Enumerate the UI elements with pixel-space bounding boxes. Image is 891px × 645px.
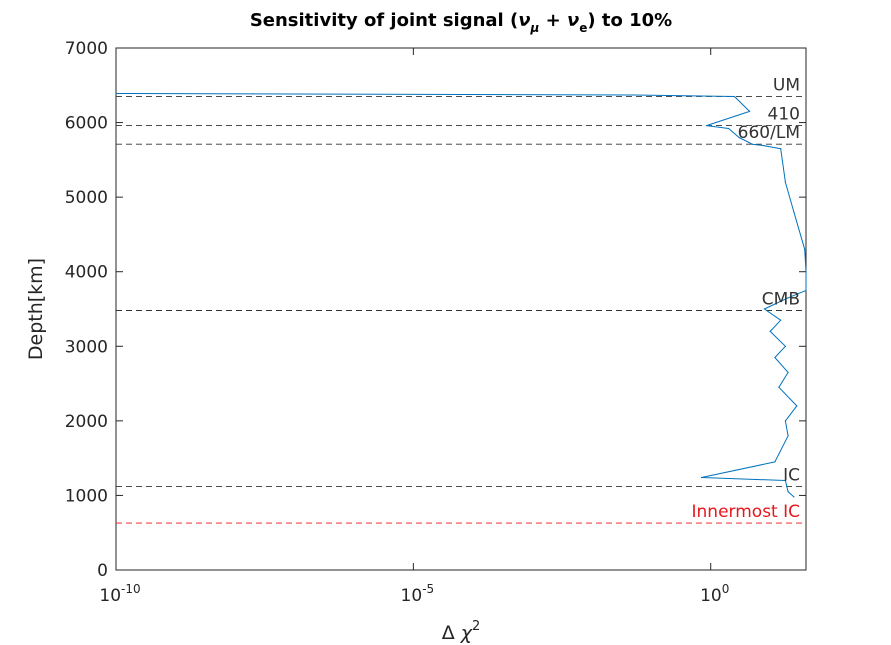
reference-label: Innermost IC <box>692 502 800 522</box>
x-label-delta: Δ <box>442 622 455 644</box>
y-tick-label: 6000 <box>65 114 108 134</box>
series-point <box>793 211 795 213</box>
series-layer <box>115 92 807 498</box>
series-point <box>733 95 736 98</box>
series-point <box>787 371 789 373</box>
axes-box <box>115 47 807 571</box>
series-point <box>763 308 766 310</box>
reference-label: UM <box>773 75 800 95</box>
series-point <box>774 461 776 463</box>
title-plus: + <box>539 10 567 31</box>
series-point <box>769 330 771 332</box>
series-point <box>804 248 806 250</box>
series-point <box>787 435 789 437</box>
reference-label: 410 <box>768 105 800 125</box>
series-point <box>780 148 782 150</box>
x-tick-base: 10 <box>700 586 722 606</box>
series-point <box>728 127 730 130</box>
series-point <box>787 491 789 493</box>
title-mu-subscript: μ <box>529 21 539 35</box>
chart-title: Sensitivity of joint signal (νμ + νe) to… <box>250 10 672 35</box>
x-tick-base: 10 <box>401 586 423 606</box>
y-tick-label: 2000 <box>65 412 108 432</box>
series-point <box>749 110 751 112</box>
y-tick-label: 5000 <box>65 188 108 208</box>
series-point <box>632 94 634 96</box>
y-tick-label: 1000 <box>65 486 108 506</box>
x-tick-base: 10 <box>99 586 121 606</box>
y-tick-label: 7000 <box>65 39 108 59</box>
series-point <box>784 181 787 183</box>
series-point <box>252 93 254 95</box>
title-nu: ν <box>518 10 530 31</box>
x-axis-label: Δ χ2 <box>442 619 481 644</box>
series-point <box>738 136 740 139</box>
x-label-superscript: 2 <box>472 619 480 634</box>
title-tail: ) to 10% <box>587 10 672 31</box>
series-point <box>115 92 117 95</box>
series-point <box>784 479 787 482</box>
series-point <box>700 476 703 479</box>
series-point <box>774 356 776 359</box>
x-tick-label: 100 <box>700 582 729 606</box>
series-line <box>115 93 807 498</box>
series-point <box>778 386 780 388</box>
reference-label: CMB <box>762 289 800 309</box>
x-label-chi: χ <box>460 622 473 644</box>
reference-label: 660/LM <box>738 123 800 143</box>
y-axis: 0 1000 2000 3000 4000 5000 6000 7000 <box>65 39 806 581</box>
x-tick-label: 10-10 <box>99 582 140 606</box>
series-point <box>793 496 795 498</box>
title-e-subscript: e <box>579 21 587 35</box>
x-tick-label: 10-5 <box>401 582 435 606</box>
series-point <box>780 319 782 321</box>
series-point <box>796 405 798 407</box>
series-point <box>751 143 753 145</box>
series-point <box>784 345 787 347</box>
x-tick-exponent: 0 <box>722 582 730 596</box>
y-tick-label: 0 <box>97 561 108 581</box>
x-tick-exponent: -5 <box>422 582 434 596</box>
y-tick-label: 4000 <box>65 263 108 283</box>
series-point <box>705 125 708 127</box>
y-axis-label: Depth[km] <box>25 258 47 360</box>
x-axis: 10-10 10-5 100 <box>99 48 729 606</box>
reference-lines <box>116 96 806 524</box>
series-point <box>763 145 766 147</box>
reference-label: IC <box>783 465 800 485</box>
title-lead: Sensitivity of joint signal ( <box>250 10 518 31</box>
series-point <box>787 297 789 299</box>
series-point <box>805 289 807 291</box>
y-tick-label: 3000 <box>65 337 108 357</box>
x-tick-exponent: -10 <box>121 582 141 596</box>
title-nu-2: ν <box>567 10 579 31</box>
series-point <box>784 420 787 422</box>
